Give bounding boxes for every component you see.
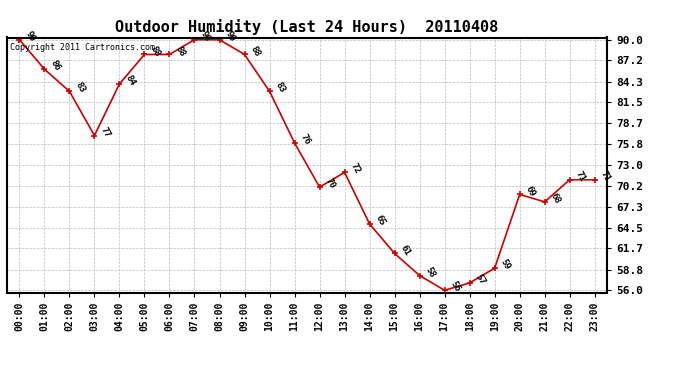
Text: 90: 90 (199, 29, 212, 43)
Text: 71: 71 (599, 170, 612, 183)
Text: 71: 71 (574, 170, 587, 183)
Text: 70: 70 (324, 177, 337, 190)
Text: 88: 88 (148, 44, 161, 58)
Text: 90: 90 (224, 29, 237, 43)
Text: 90: 90 (23, 29, 37, 43)
Text: 83: 83 (274, 81, 287, 95)
Text: 83: 83 (74, 81, 87, 95)
Text: 68: 68 (549, 191, 562, 205)
Title: Outdoor Humidity (Last 24 Hours)  20110408: Outdoor Humidity (Last 24 Hours) 2011040… (115, 19, 499, 35)
Text: 72: 72 (348, 162, 362, 176)
Text: 59: 59 (499, 258, 512, 272)
Text: 61: 61 (399, 243, 412, 257)
Text: 69: 69 (524, 184, 537, 198)
Text: 56: 56 (448, 280, 462, 294)
Text: 65: 65 (374, 213, 387, 227)
Text: 84: 84 (124, 74, 137, 87)
Text: 57: 57 (474, 273, 487, 286)
Text: 58: 58 (424, 265, 437, 279)
Text: 77: 77 (99, 125, 112, 139)
Text: 86: 86 (48, 59, 61, 73)
Text: 88: 88 (174, 44, 187, 58)
Text: 88: 88 (248, 44, 262, 58)
Text: 76: 76 (299, 132, 312, 146)
Text: Copyright 2011 Cartronics.com: Copyright 2011 Cartronics.com (10, 43, 155, 52)
